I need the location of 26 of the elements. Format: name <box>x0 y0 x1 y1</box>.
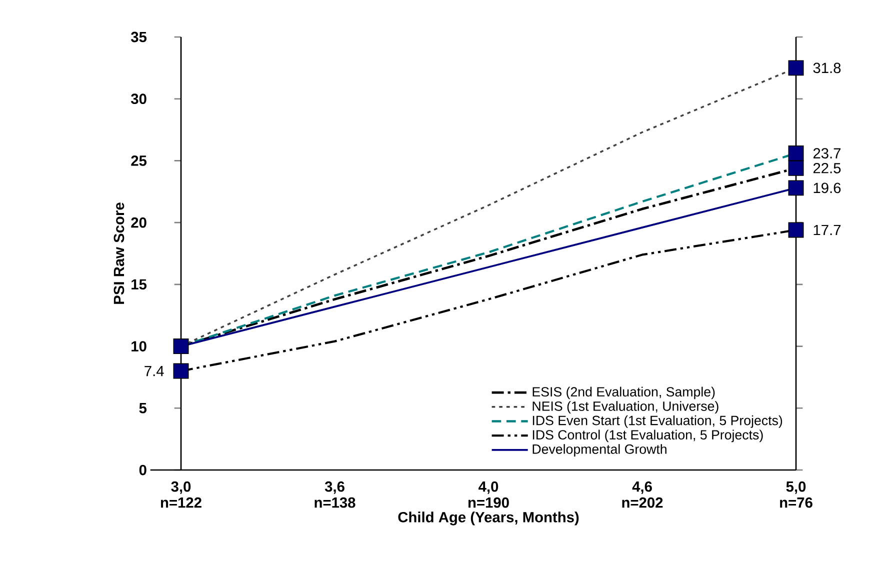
x-tick-label: 4,0 n=190 <box>468 481 509 508</box>
y-tick-label: 0 <box>139 464 146 476</box>
annotation: 31.8 <box>813 62 841 74</box>
annotation: 19.6 <box>814 182 841 194</box>
y-tick-label: 20 <box>131 217 146 228</box>
y-tick-label: 30 <box>130 94 146 104</box>
y-tick-label: 35 <box>130 32 147 42</box>
y-tick-label: 5 <box>139 403 147 414</box>
legend-label: IDS Control (1st Evaluation, 5 Projects) <box>532 430 763 442</box>
x-tick-label: 3,6 n=138 <box>314 481 356 508</box>
legend-label: NEIS (1st Evaluation, Universe) <box>532 401 718 414</box>
x-axis-title: Child Age (Years, Months) <box>398 512 579 526</box>
annotation: 17.7 <box>814 224 841 236</box>
x-tick-label: 5,0 n=76 <box>780 481 812 508</box>
y-tick-label: 15 <box>132 279 147 290</box>
x-tick-label: 4,6 n=202 <box>622 481 663 508</box>
annotation: 7.4 <box>144 366 164 376</box>
y-tick-label: 25 <box>131 156 147 166</box>
annotation: 23.7 <box>813 148 841 158</box>
y-tick-label: 10 <box>132 341 146 352</box>
legend-label: Developmental Growth <box>532 444 666 456</box>
legend-label: IDS Even Start (1st Evaluation, 5 Projects) <box>532 415 782 428</box>
x-tick-label: 3,0 n=122 <box>160 481 202 508</box>
annotation: 22.5 <box>813 162 841 174</box>
legend-label: ESIS (2nd Evaluation, Sample) <box>532 386 715 400</box>
y-axis-title: PSI Raw Score <box>114 202 124 304</box>
